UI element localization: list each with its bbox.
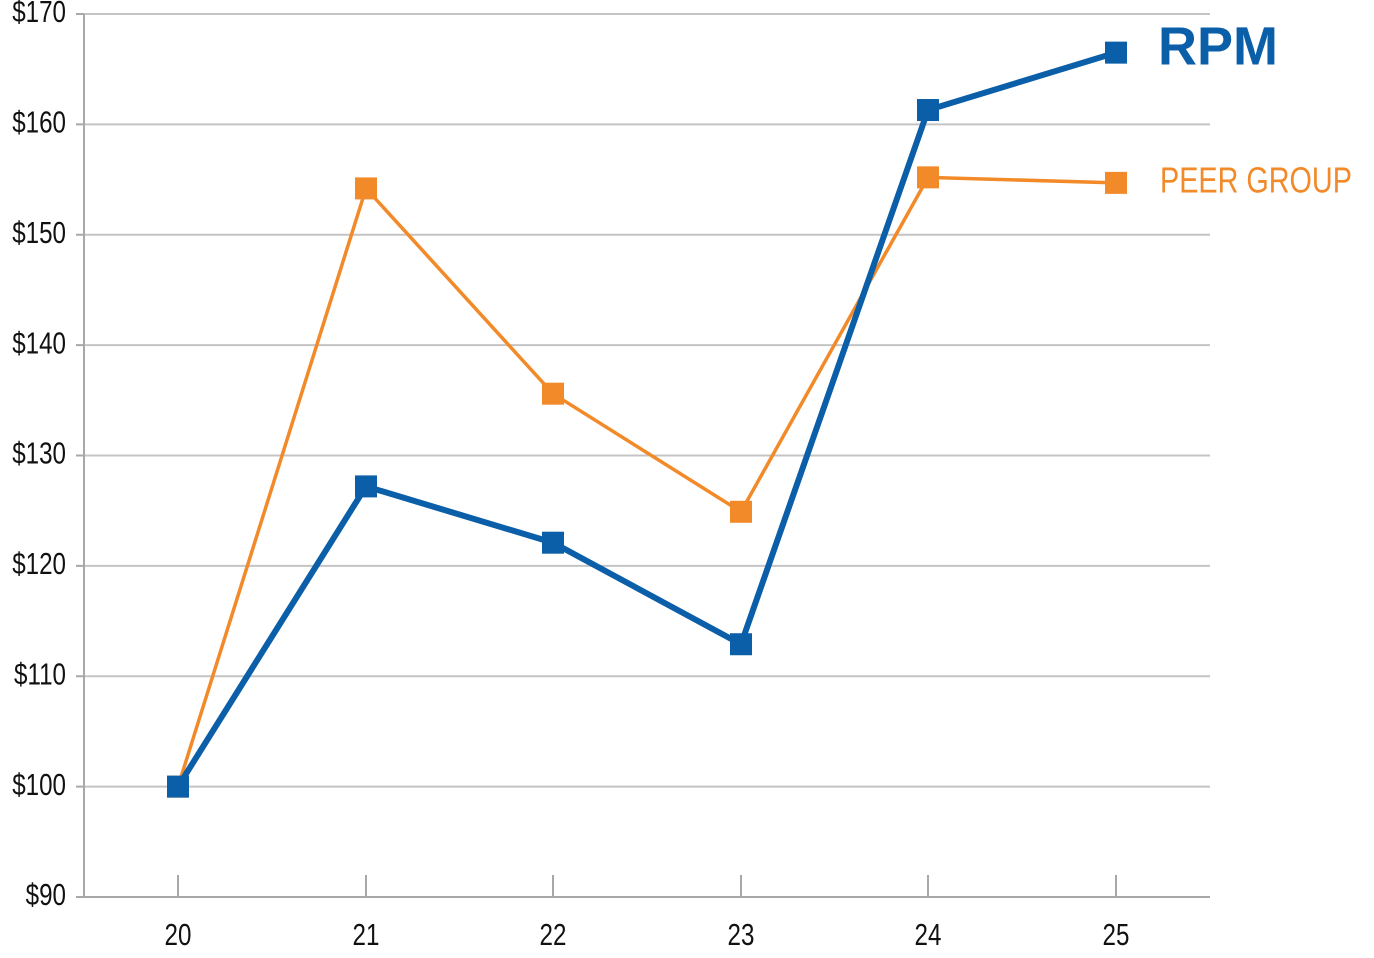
y-tick-label: $90 [26,877,66,912]
x-tick-label: 22 [540,917,567,952]
series-line-peer-group [176,175,1117,788]
data-point-peer-group [355,177,377,200]
y-tick-label: $120 [12,546,66,581]
series-group [167,41,1127,798]
gridlines [84,13,1210,788]
data-point-rpm [1105,41,1127,64]
y-tick-label: $140 [12,325,66,360]
y-tick-label: $100 [12,767,66,802]
data-point-rpm [355,475,377,498]
axes [76,13,1210,898]
legend-label-rpm: RPM [1158,16,1278,76]
legend: RPM PEER GROUP [1158,16,1352,200]
x-tick-label: 24 [915,917,942,952]
y-tick-label: $150 [12,215,66,250]
y-tick-label: $160 [12,105,66,140]
x-tick-label: 25 [1103,917,1130,952]
y-tick-labels: $90 $100 $110 $120 $130 $140 $150 $160 $170 [12,0,66,912]
data-point-rpm [167,775,189,798]
x-tick-label: 23 [728,917,755,952]
x-tick-label: 20 [165,917,192,952]
legend-label-peer-group: PEER GROUP [1160,159,1352,200]
data-point-peer-group [730,500,752,523]
y-tick-label: $130 [12,436,66,471]
series-line-rpm [175,49,1117,789]
data-point-peer-group [1105,171,1127,194]
data-point-rpm [917,99,939,122]
x-tick-label: 21 [353,917,380,952]
data-point-rpm [542,531,564,554]
x-tick-labels: 20 21 22 23 24 25 [165,917,1130,952]
y-tick-label: $110 [14,657,66,692]
y-tick-label: $170 [12,0,66,29]
data-point-rpm [730,633,752,656]
data-point-peer-group [917,166,939,189]
data-point-peer-group [542,382,564,405]
